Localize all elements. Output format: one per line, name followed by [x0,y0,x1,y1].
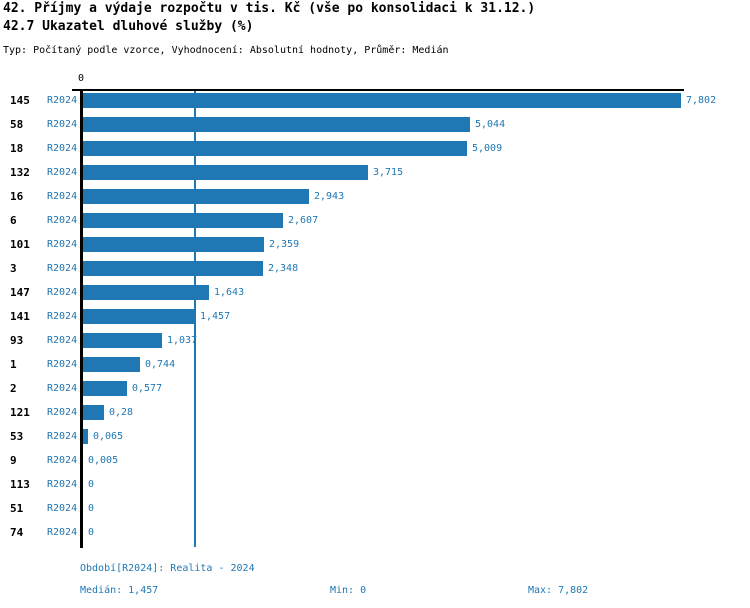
row-category-label: 51 [10,502,24,515]
row-series-label: R2024 [47,143,78,154]
bar [83,405,104,420]
row-series-label: R2024 [47,119,78,130]
bar-value-label: 2,348 [268,263,299,274]
row-category-label: 3 [10,262,17,275]
chart-subtitle: Typ: Počítaný podle vzorce, Vyhodnocení:… [3,45,449,56]
bar [83,141,467,156]
row-category-label: 93 [10,334,24,347]
row-series-label: R2024 [47,287,78,298]
row-category-label: 9 [10,454,17,467]
row-category-label: 121 [10,406,30,419]
bar-value-label: 1,457 [200,311,231,322]
row-category-label: 16 [10,190,24,203]
row-series-label: R2024 [47,263,78,274]
row-series-label: R2024 [47,335,78,346]
bar-value-label: 0 [88,527,95,538]
row-category-label: 147 [10,286,30,299]
axis-zero-tick-label: 0 [77,73,85,84]
row-series-label: R2024 [47,215,78,226]
bar-value-label: 0,005 [88,455,119,466]
bar [83,237,264,252]
bar-value-label: 5,044 [475,119,506,130]
bar [83,117,470,132]
bar-value-label: 0 [88,479,95,490]
row-series-label: R2024 [47,431,78,442]
bar-value-label: 5,009 [472,143,503,154]
bar-value-label: 2,359 [269,239,300,250]
row-series-label: R2024 [47,239,78,250]
bar-value-label: 0,577 [132,383,163,394]
row-category-label: 1 [10,358,17,371]
row-category-label: 145 [10,94,30,107]
row-series-label: R2024 [47,359,78,370]
bar-value-label: 0 [88,503,95,514]
bar [83,165,368,180]
bar [83,381,127,396]
footer-max: Max: 7,802 [528,585,589,596]
top-axis-line [72,89,684,91]
bar-value-label: 1,643 [214,287,245,298]
y-axis-line [80,89,83,548]
bar-value-label: 7,802 [686,95,717,106]
row-category-label: 132 [10,166,30,179]
footer-period: Období[R2024]: Realita - 2024 [80,563,255,574]
bar [83,285,209,300]
bar-value-label: 2,943 [314,191,345,202]
row-category-label: 53 [10,430,24,443]
bar [83,429,88,444]
row-category-label: 2 [10,382,17,395]
bar [83,333,162,348]
row-series-label: R2024 [47,311,78,322]
row-series-label: R2024 [47,383,78,394]
bar [83,309,195,324]
bar [83,213,283,228]
row-series-label: R2024 [47,503,78,514]
footer-median: Medián: 1,457 [80,585,159,596]
row-category-label: 141 [10,310,30,323]
bar-value-label: 2,607 [288,215,319,226]
bar-value-label: 0,28 [109,407,134,418]
bar [83,357,140,372]
bar-value-label: 0,744 [145,359,176,370]
bar [83,261,263,276]
row-series-label: R2024 [47,455,78,466]
row-category-label: 101 [10,238,30,251]
bar-value-label: 1,037 [167,335,198,346]
bar-value-label: 0,065 [93,431,124,442]
bar-value-label: 3,715 [373,167,404,178]
row-series-label: R2024 [47,95,78,106]
row-category-label: 113 [10,478,30,491]
chart-title-line2: 42.7 Ukazatel dluhové služby (%) [3,19,254,34]
footer-min: Min: 0 [330,585,367,596]
chart-title-line1: 42. Příjmy a výdaje rozpočtu v tis. Kč (… [3,1,536,16]
row-series-label: R2024 [47,167,78,178]
row-category-label: 58 [10,118,24,131]
row-category-label: 74 [10,526,24,539]
row-series-label: R2024 [47,479,78,490]
row-series-label: R2024 [47,191,78,202]
median-gridline [194,89,196,547]
row-category-label: 18 [10,142,24,155]
row-series-label: R2024 [47,527,78,538]
row-category-label: 6 [10,214,17,227]
row-series-label: R2024 [47,407,78,418]
bar [83,189,309,204]
bar [83,93,681,108]
